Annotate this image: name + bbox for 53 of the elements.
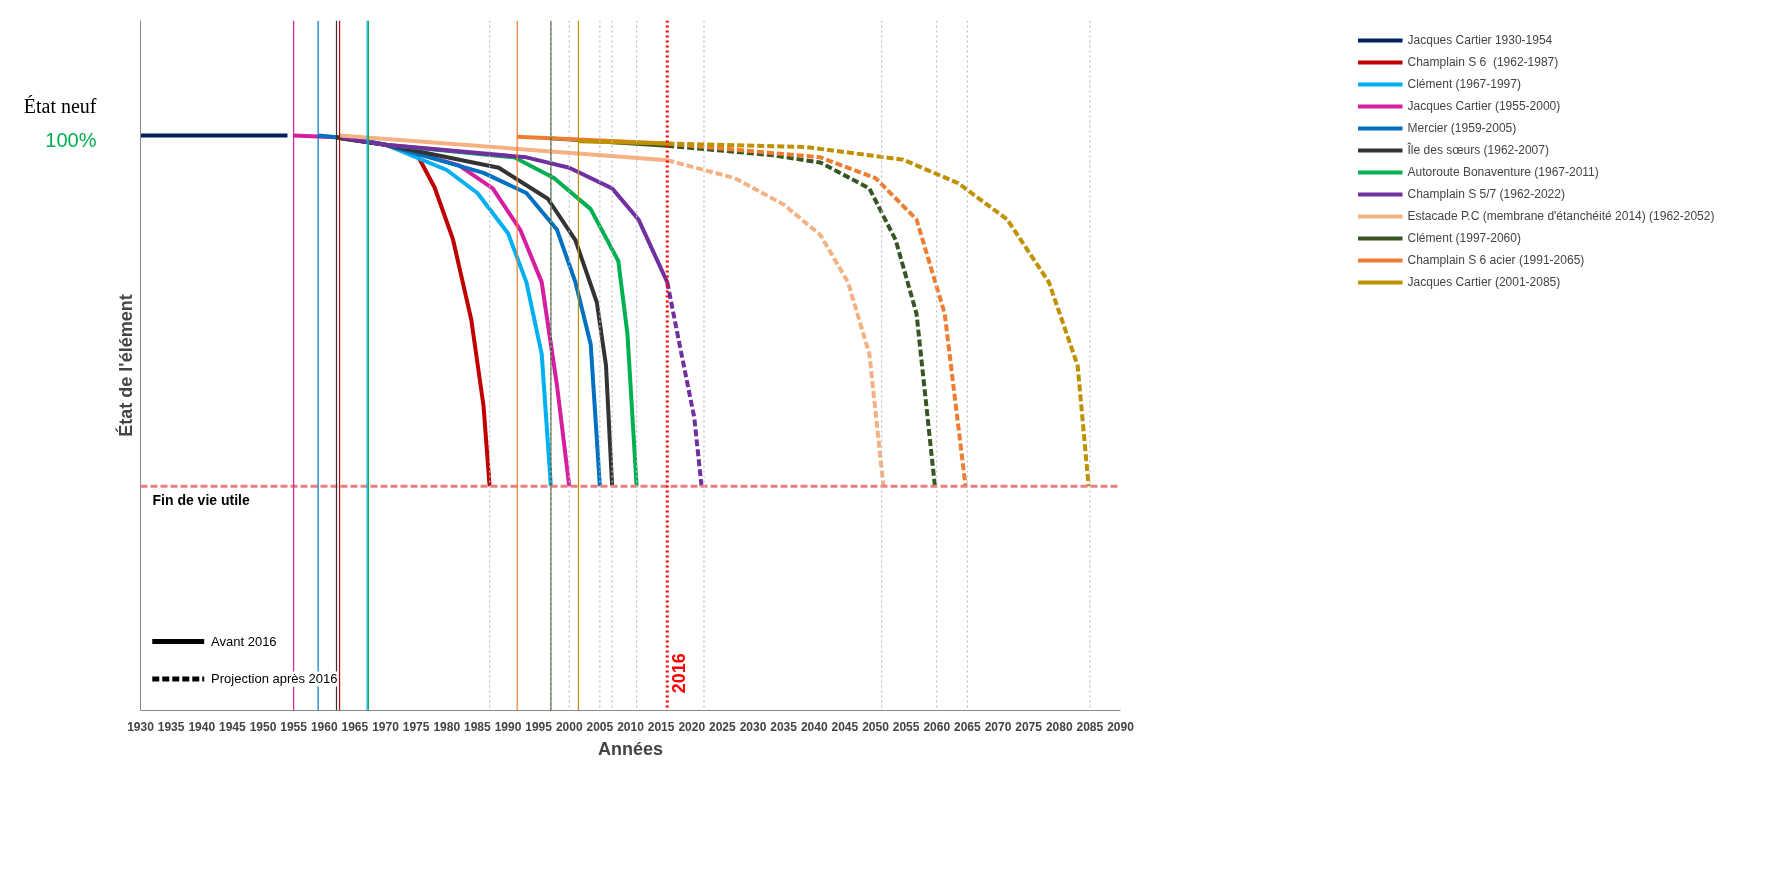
x-tick-label: 2090: [1107, 719, 1135, 734]
x-tick-label: 1930: [127, 719, 155, 734]
x-tick-label: 2060: [923, 719, 951, 734]
x-tick-label: 2050: [862, 719, 890, 734]
legend-label: Champlain S 6 (1962-1987): [1407, 55, 1559, 69]
legend-label: Mercier (1959-2005): [1407, 121, 1517, 135]
legend-label: Autoroute Bonaventure (1967-2011): [1407, 165, 1599, 179]
x-tick-label: 1945: [219, 719, 247, 734]
legend-label: Avant 2016: [211, 634, 277, 649]
x-tick-label: 2080: [1045, 719, 1073, 734]
y-axis-title: État de l'élément: [114, 294, 136, 437]
x-tick-label: 1955: [280, 719, 308, 734]
legend-label: Île des sœurs (1962-2007): [1407, 143, 1549, 157]
legend-label: Jacques Cartier 1930-1954: [1407, 33, 1553, 47]
legend-label: Clément (1997-2060): [1407, 231, 1521, 245]
x-tick-label: 1935: [157, 719, 185, 734]
x-tick-label: 2040: [800, 719, 828, 734]
x-tick-label: 2000: [555, 719, 583, 734]
annotation: 100%: [45, 128, 97, 151]
x-tick-label: 2030: [739, 719, 767, 734]
x-tick-label: 2045: [831, 719, 859, 734]
x-tick-label: 2070: [984, 719, 1012, 734]
x-tick-label: 2010: [617, 719, 645, 734]
legend-label: Estacade P.C (membrane d'étanchéité 2014) (1962-2052): [1407, 209, 1715, 223]
legend-label: Jacques Cartier (2001-2085): [1407, 275, 1561, 289]
legend-label: Jacques Cartier (1955-2000): [1407, 99, 1561, 113]
annotation: État neuf: [23, 94, 97, 117]
x-tick-label: 2005: [586, 719, 614, 734]
x-tick-label: 1965: [341, 719, 369, 734]
x-tick-label: 2075: [1015, 719, 1043, 734]
x-tick-label: 1960: [310, 719, 338, 734]
x-tick-label: 2065: [954, 719, 982, 734]
x-tick-label: 2035: [770, 719, 798, 734]
x-axis-title: Années: [597, 738, 664, 759]
x-tick-label: 1970: [372, 719, 400, 734]
ref-line-label: Fin de vie utile: [152, 492, 250, 509]
x-tick-label: 1980: [433, 719, 461, 734]
x-tick-label: 2020: [678, 719, 706, 734]
x-tick-label: 2015: [647, 719, 675, 734]
legend-label: Clément (1967-1997): [1407, 77, 1521, 91]
x-tick-label: 1940: [188, 719, 216, 734]
x-tick-label: 2025: [709, 719, 737, 734]
x-tick-label: 2055: [892, 719, 920, 734]
x-tick-label: 1975: [402, 719, 430, 734]
legend-label: Projection après 2016: [211, 671, 338, 687]
x-tick-label: 1995: [525, 719, 553, 734]
legend-label: Champlain S 6 acier (1991-2065): [1407, 253, 1585, 267]
x-tick-label: 2085: [1076, 719, 1104, 734]
x-tick-label: 1985: [464, 719, 492, 734]
ref-line-label: 2016: [669, 653, 690, 694]
x-tick-label: 1950: [249, 719, 277, 734]
legend-label: Champlain S 5/7 (1962-2022): [1407, 187, 1565, 201]
x-tick-label: 1990: [494, 719, 522, 734]
